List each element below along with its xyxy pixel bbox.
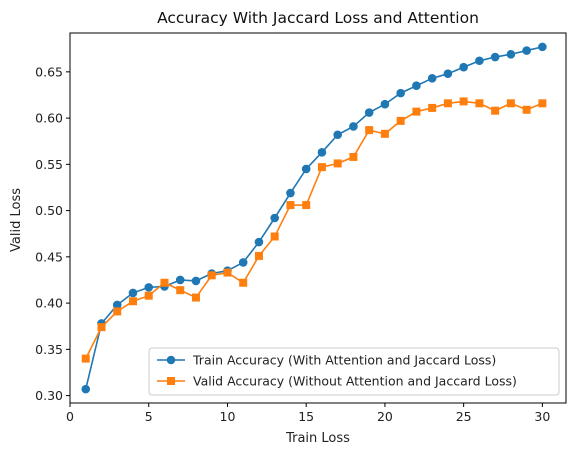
data-point	[160, 278, 169, 287]
data-point	[364, 108, 374, 117]
data-point	[333, 159, 342, 168]
legend-item: Train Accuracy (With Attention and Jacca…	[157, 353, 496, 368]
y-tick-label: 0.35	[35, 342, 63, 357]
y-tick-label: 0.50	[35, 203, 63, 218]
data-point	[113, 307, 122, 316]
series-line	[84, 46, 543, 390]
data-point	[475, 99, 484, 108]
data-point	[238, 258, 248, 267]
data-point	[223, 268, 232, 277]
x-tick-label: 30	[534, 409, 550, 424]
legend-box	[148, 347, 560, 396]
x-tick-label: 0	[66, 409, 74, 424]
y-tick-label: 0.30	[35, 388, 63, 403]
x-axis-ticks: 0 5 10 15 20 25 30	[66, 403, 550, 424]
legend-item: Valid Accuracy (Without Attention and Ja…	[157, 374, 517, 389]
chart-title: Accuracy With Jaccard Loss and Attention	[157, 9, 479, 27]
y-tick-label: 0.40	[35, 296, 63, 311]
data-point	[459, 62, 468, 72]
data-point	[302, 201, 311, 210]
x-axis-title: Train Loss	[285, 431, 350, 446]
x-tick-label: 10	[220, 409, 236, 424]
series-1	[81, 97, 547, 363]
data-point	[396, 116, 405, 125]
data-point	[443, 99, 452, 108]
data-point	[380, 129, 389, 138]
data-point	[317, 148, 327, 157]
data-point	[144, 283, 154, 292]
data-point	[443, 69, 453, 78]
legend-marker	[167, 377, 175, 385]
data-point	[412, 107, 421, 116]
series-0	[81, 42, 547, 394]
y-tick-label: 0.55	[35, 157, 63, 172]
data-point	[254, 237, 264, 247]
data-point	[254, 251, 263, 260]
legend: Train Accuracy (With Attention and Jacca…	[148, 347, 560, 396]
data-point	[239, 278, 248, 287]
data-point	[286, 201, 295, 210]
data-point	[349, 152, 358, 161]
data-point	[380, 99, 390, 109]
series-layer	[81, 42, 547, 394]
data-point	[191, 293, 200, 302]
data-point	[144, 291, 153, 300]
data-point	[506, 99, 515, 108]
legend-label: Valid Accuracy (Without Attention and Ja…	[193, 374, 517, 389]
data-point	[333, 130, 342, 140]
y-tick-label: 0.45	[35, 249, 63, 264]
data-point	[176, 286, 185, 295]
x-tick-label: 5	[145, 409, 153, 424]
data-point	[459, 97, 468, 106]
data-point	[81, 354, 90, 363]
data-point	[538, 99, 547, 108]
x-tick-label: 25	[456, 409, 472, 424]
data-point	[522, 46, 531, 55]
legend-label: Train Accuracy (With Attention and Jacca…	[192, 353, 496, 368]
data-point	[522, 105, 531, 114]
data-point	[365, 126, 374, 135]
data-point	[427, 74, 437, 83]
plot-frame	[69, 32, 567, 404]
data-point	[506, 49, 516, 59]
data-point	[538, 42, 547, 52]
data-point	[175, 275, 185, 285]
x-tick-label: 20	[377, 409, 393, 424]
data-point	[412, 81, 421, 91]
data-point	[286, 188, 295, 198]
series-line	[85, 100, 543, 359]
data-point	[317, 163, 326, 172]
legend-marker	[166, 355, 176, 365]
data-point	[270, 232, 279, 241]
data-point	[97, 323, 106, 332]
data-point	[191, 276, 201, 286]
data-point	[349, 122, 358, 131]
y-axis-title: Valid Loss	[9, 188, 24, 252]
data-point	[428, 103, 437, 112]
y-axis-ticks: 0.30 0.35 0.40 0.45 0.50 0.55 0.60 0.65	[35, 64, 70, 403]
data-point	[207, 271, 216, 280]
plot-area	[69, 32, 567, 404]
data-point	[490, 52, 500, 62]
data-point	[128, 297, 137, 306]
data-point	[81, 384, 91, 394]
y-tick-label: 0.60	[35, 111, 63, 126]
data-point	[475, 56, 484, 66]
data-point	[301, 164, 311, 174]
y-tick-label: 0.65	[35, 64, 63, 79]
data-point	[270, 213, 279, 223]
data-point	[491, 106, 500, 115]
data-point	[128, 288, 138, 298]
data-point	[396, 88, 405, 98]
x-tick-label: 15	[298, 409, 314, 424]
data-point	[112, 300, 122, 310]
